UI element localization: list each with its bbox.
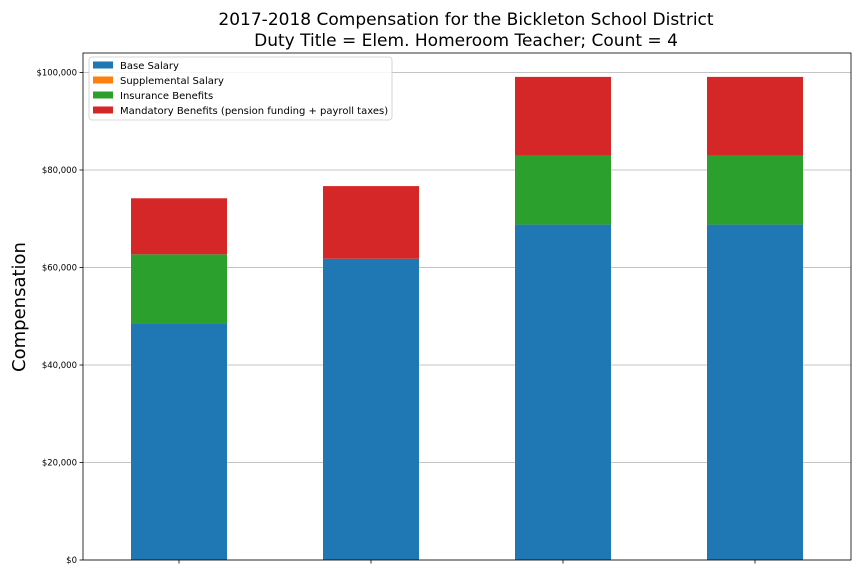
bar-segment: [131, 254, 227, 324]
legend-swatch: [93, 106, 113, 114]
chart-title: 2017-2018 Compensation for the Bickleton…: [218, 10, 713, 30]
bar-segment: [131, 198, 227, 255]
y-tick-label: $80,000: [42, 166, 77, 176]
legend-label: Mandatory Benefits (pension funding + pa…: [120, 106, 388, 117]
bar-segment: [707, 224, 803, 560]
legend: Base Salary Supplemental Salary Insurance …: [88, 56, 393, 121]
bar-segment: [323, 258, 419, 560]
legend-swatch: [93, 76, 113, 84]
bar-segment: [131, 323, 227, 560]
plot-frame: [82, 52, 852, 561]
bar-segment: [323, 186, 419, 259]
legend-swatch: [93, 61, 113, 69]
bar-segment: [515, 224, 611, 560]
bars: [131, 76, 803, 560]
bar-segment: [515, 155, 611, 225]
y-tick-label: $0: [66, 556, 77, 566]
bar-segment: [707, 76, 803, 156]
y-tick-label: $40,000: [42, 361, 77, 371]
bar-segment: [707, 155, 803, 225]
y-tick-label: $60,000: [42, 264, 77, 274]
y-tick-label: $20,000: [42, 459, 77, 469]
legend-swatch: [93, 91, 113, 99]
legend-box: [88, 56, 393, 121]
legend-label: Insurance Benefits: [120, 91, 213, 102]
chart-subtitle: Duty Title = Elem. Homeroom Teacher; Cou…: [254, 31, 678, 51]
y-axis-label: Compensation: [9, 242, 30, 372]
bar-segment: [515, 76, 611, 156]
legend-label: Base Salary: [120, 61, 179, 72]
legend-label: Supplemental Salary: [120, 76, 224, 87]
axes: $0 $20,000 $40,000 $60,000 $80,000 $100,000: [36, 52, 852, 566]
y-tick-label: $100,000: [36, 69, 77, 79]
